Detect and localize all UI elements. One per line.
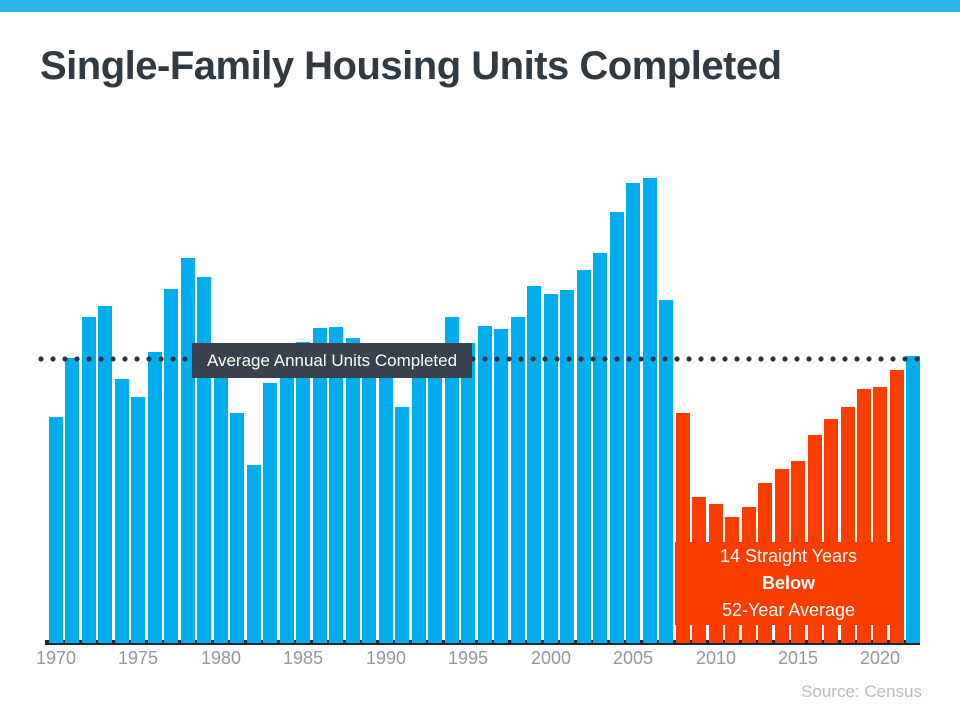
bar-2022 (906, 356, 920, 643)
bar-1985 (296, 342, 310, 643)
bar-1987 (329, 327, 343, 643)
average-line-label: Average Annual Units Completed (192, 343, 472, 378)
bar-1982 (247, 465, 261, 643)
x-tick-2000: 2000 (530, 648, 572, 668)
bar-2002 (577, 270, 591, 643)
bar-1970 (49, 417, 63, 643)
x-tick-2005: 2005 (612, 648, 654, 668)
bar-1980 (214, 374, 228, 643)
bar-1974 (115, 379, 129, 643)
annotation-line-1: 14 Straight Years (719, 546, 858, 566)
bar-1975 (131, 397, 145, 643)
bar-1994 (445, 317, 459, 643)
bar-1997 (494, 329, 508, 643)
x-tick-2010: 2010 (695, 648, 737, 668)
bar-1983 (263, 383, 277, 643)
bar-1981 (230, 413, 244, 643)
bar-2001 (560, 290, 574, 643)
x-tick-1980: 1980 (200, 648, 242, 668)
bar-1999 (527, 286, 541, 643)
bar-1972 (82, 317, 96, 643)
x-tick-1970: 1970 (35, 648, 77, 668)
bar-2007 (659, 300, 673, 643)
bar-1993 (428, 351, 442, 643)
bar-1995 (461, 343, 475, 643)
bar-1984 (280, 355, 294, 643)
bar-1977 (164, 289, 178, 643)
annotation-line-2: Below (761, 573, 815, 593)
bar-1988 (346, 338, 360, 643)
bar-1979 (197, 277, 211, 643)
bar-1998 (511, 317, 525, 643)
bar-2006 (643, 178, 657, 643)
average-line-dotted (38, 356, 920, 362)
bar-2004 (610, 212, 624, 643)
bar-1976 (148, 352, 162, 643)
bar-1973 (98, 306, 112, 643)
x-tick-1990: 1990 (365, 648, 407, 668)
top-accent-strip (0, 0, 960, 12)
bar-2003 (593, 253, 607, 643)
bar-2005 (626, 183, 640, 643)
bar-1986 (313, 328, 327, 643)
x-tick-1975: 1975 (117, 648, 159, 668)
x-tick-2020: 2020 (859, 648, 901, 668)
bar-1978 (181, 258, 195, 643)
bar-1971 (65, 358, 79, 643)
bar-2000 (544, 294, 558, 643)
x-tick-2015: 2015 (777, 648, 819, 668)
x-tick-1995: 1995 (447, 648, 489, 668)
source-attribution: Source: Census (801, 682, 922, 701)
bar-1989 (362, 354, 376, 643)
bar-1996 (478, 326, 492, 643)
bar-1992 (412, 372, 426, 643)
x-tick-1985: 1985 (282, 648, 324, 668)
bar-1990 (379, 371, 393, 643)
annotation-line-3: 52-Year Average (721, 600, 856, 620)
bar-1991 (395, 407, 409, 643)
below-average-annotation: 14 Straight Years Below 52-Year Average (675, 542, 902, 625)
page-title: Single-Family Housing Units Completed (40, 44, 782, 88)
